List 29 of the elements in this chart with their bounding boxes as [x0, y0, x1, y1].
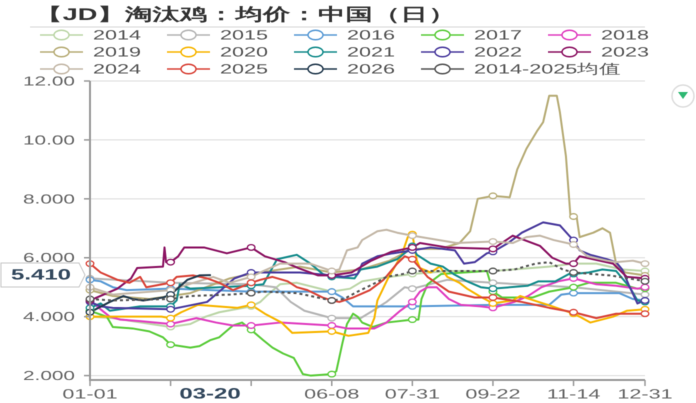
x-tick-label: 11-14	[546, 386, 600, 402]
legend-label: 2022	[474, 44, 522, 60]
legend-label: 2014	[93, 28, 142, 42]
legend-label: 2025	[220, 62, 268, 76]
annotation: 03-20	[179, 386, 241, 402]
y-tick-label: 2.000	[22, 368, 75, 384]
x-tick-label: 01-01	[62, 386, 118, 402]
y-tick-label: 6.000	[22, 250, 75, 266]
legend-label: 2026	[347, 62, 396, 76]
x-tick-label: 07-31	[384, 386, 440, 402]
legend-label: 2015	[220, 28, 268, 42]
legend-label: 2019	[93, 44, 142, 60]
y-tick-label: 8.000	[22, 191, 75, 206]
annotation: 5.410	[10, 266, 72, 284]
legend-label: 2020	[220, 44, 268, 60]
x-tick-label: 06-08	[304, 386, 360, 402]
y-tick-label: 12.00	[22, 74, 75, 88]
legend-label: 2021	[347, 44, 396, 60]
legend-label: 2018	[601, 28, 650, 42]
legend-label: 2024	[93, 62, 142, 76]
legend-label: 2016	[347, 28, 396, 42]
legend-label: 2023	[601, 44, 650, 60]
y-tick-label: 4.000	[22, 309, 75, 324]
title: 【JD】淘汰鸡：均价：中国（日）	[35, 4, 456, 24]
x-tick-label: 09-22	[465, 386, 521, 402]
y-tick-label: 10.00	[22, 132, 75, 148]
x-tick-label: 12-31	[617, 386, 673, 402]
legend-label: 2014-2025均值	[474, 62, 620, 76]
legend-label: 2017	[474, 28, 522, 42]
